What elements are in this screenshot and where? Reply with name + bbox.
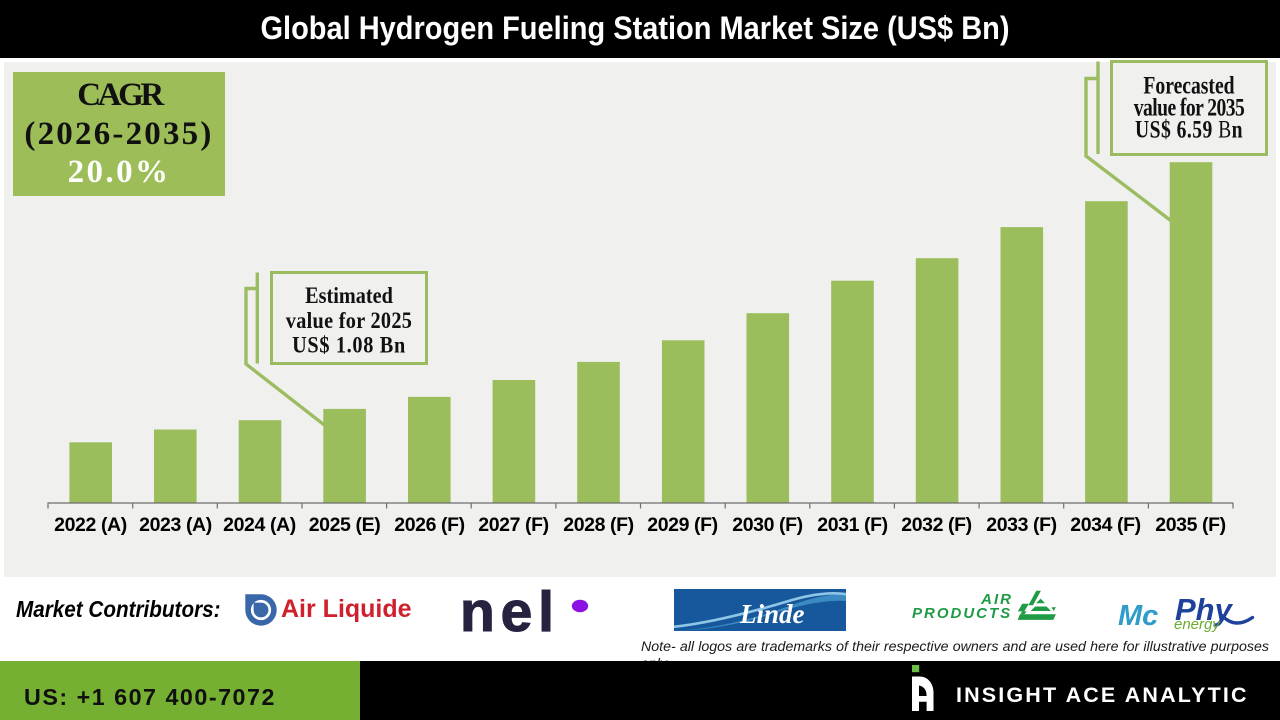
svg-text:energy: energy [1174, 616, 1221, 633]
svg-text:Linde: Linde [739, 599, 805, 629]
svg-text:PRODUCTS: PRODUCTS [912, 605, 1012, 622]
svg-text:AIR: AIR [980, 591, 1013, 608]
svg-text:Phy: Phy [1175, 592, 1234, 627]
svg-text:Mc: Mc [1118, 600, 1158, 632]
